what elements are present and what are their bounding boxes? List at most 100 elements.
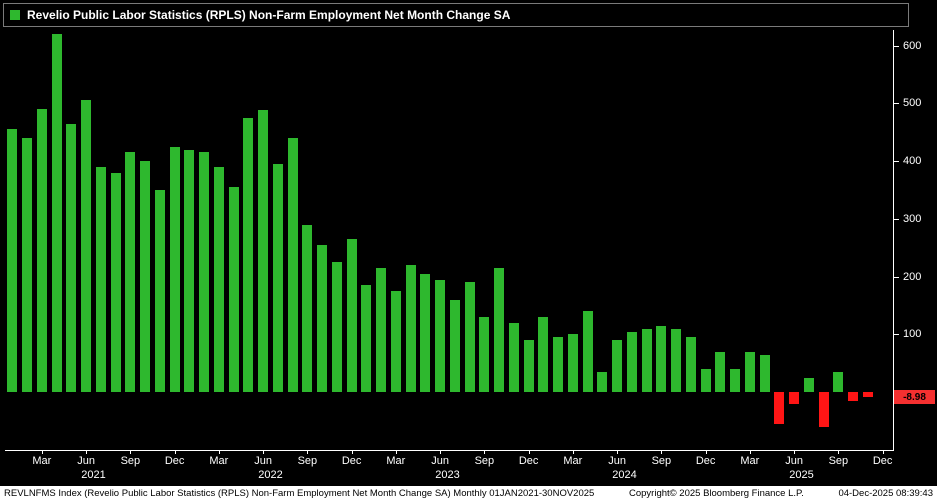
y-axis-tick xyxy=(893,276,899,278)
bar xyxy=(169,146,180,393)
x-tick-label: Sep xyxy=(651,455,672,467)
y-tick-label: 300 xyxy=(903,212,922,225)
x-tick-label: Mar xyxy=(563,455,583,467)
bar xyxy=(95,166,106,393)
bar xyxy=(243,117,254,393)
bar xyxy=(331,262,342,393)
x-axis-tick xyxy=(307,451,309,454)
bar xyxy=(272,164,283,393)
bar xyxy=(700,369,711,393)
bar xyxy=(36,109,47,393)
bar xyxy=(597,372,608,393)
x-axis-tick xyxy=(351,451,353,454)
bar xyxy=(435,279,446,393)
x-tick-label: Mar xyxy=(740,455,760,467)
x-axis-tick xyxy=(263,451,265,454)
x-tick-label: Sep xyxy=(120,455,141,467)
bar xyxy=(140,161,151,393)
status-bar: REVLNFMS Index (Revelio Public Labor Sta… xyxy=(0,486,937,501)
bar xyxy=(494,268,505,393)
legend-swatch xyxy=(10,10,20,20)
bar xyxy=(199,152,210,393)
y-axis-tick xyxy=(893,161,899,163)
x-axis-tick xyxy=(130,451,132,454)
x-axis-tick xyxy=(572,451,574,454)
bar xyxy=(361,285,372,393)
x-tick-label: Mar xyxy=(209,455,229,467)
x-axis-tick xyxy=(174,451,176,454)
bar xyxy=(833,372,844,393)
y-axis-tick xyxy=(893,45,899,47)
year-label: 2024 xyxy=(612,469,637,481)
bar xyxy=(346,239,357,393)
bar xyxy=(258,110,269,393)
bar xyxy=(744,351,755,393)
y-tick-label: 100 xyxy=(903,328,922,341)
bar xyxy=(376,268,387,393)
bar xyxy=(110,172,121,393)
legend-label: Revelio Public Labor Statistics (RPLS) N… xyxy=(27,8,511,22)
bar xyxy=(66,123,77,393)
bar xyxy=(818,392,829,427)
bar xyxy=(213,166,224,393)
bar xyxy=(7,129,18,393)
x-tick-label: Sep xyxy=(828,455,849,467)
footer-copyright: Copyright© 2025 Bloomberg Finance L.P. xyxy=(629,488,804,499)
bar xyxy=(641,328,652,393)
bar xyxy=(567,334,578,393)
bar xyxy=(479,317,490,393)
x-axis-tick xyxy=(705,451,707,454)
bar xyxy=(730,369,741,393)
x-tick-label: Dec xyxy=(872,455,893,467)
x-axis-tick xyxy=(86,451,88,454)
bar xyxy=(774,392,785,424)
bar xyxy=(464,282,475,393)
last-value-badge: -8.98 xyxy=(894,390,935,405)
bar xyxy=(508,322,519,393)
x-tick-label: Jun xyxy=(431,455,449,467)
bar xyxy=(671,328,682,393)
x-axis-tick xyxy=(617,451,619,454)
bar xyxy=(803,377,814,393)
bar xyxy=(848,392,859,401)
y-axis-tick xyxy=(893,103,899,105)
bar xyxy=(715,351,726,393)
bar xyxy=(184,149,195,393)
bar xyxy=(154,190,165,393)
y-axis-line xyxy=(893,30,894,451)
bar xyxy=(22,138,33,393)
bar xyxy=(405,265,416,393)
x-axis-tick xyxy=(41,451,43,454)
y-axis-tick xyxy=(893,334,899,336)
bar xyxy=(538,317,549,393)
bar xyxy=(862,392,873,398)
x-axis-tick xyxy=(218,451,220,454)
x-axis-tick xyxy=(484,451,486,454)
chart-plot-area[interactable] xyxy=(5,34,890,450)
bar xyxy=(789,392,800,404)
bar xyxy=(553,337,564,393)
year-label: 2021 xyxy=(81,469,106,481)
legend-box[interactable]: Revelio Public Labor Statistics (RPLS) N… xyxy=(3,3,909,27)
y-tick-label: 200 xyxy=(903,270,922,283)
bar xyxy=(449,299,460,393)
x-axis-tick xyxy=(661,451,663,454)
bar xyxy=(302,224,313,393)
x-axis-tick xyxy=(528,451,530,454)
y-tick-label: 600 xyxy=(903,39,922,52)
x-axis-tick xyxy=(838,451,840,454)
bar xyxy=(81,100,92,393)
x-axis-tick xyxy=(749,451,751,454)
bar xyxy=(420,273,431,393)
x-axis-line xyxy=(5,450,894,451)
footer-ticker-description: REVLNFMS Index (Revelio Public Labor Sta… xyxy=(4,488,595,499)
y-axis-tick xyxy=(893,218,899,220)
year-label: 2025 xyxy=(789,469,814,481)
bar xyxy=(228,187,239,393)
x-tick-label: Jun xyxy=(254,455,272,467)
x-axis-tick xyxy=(794,451,796,454)
x-tick-label: Sep xyxy=(474,455,495,467)
x-tick-label: Dec xyxy=(341,455,362,467)
x-tick-label: Mar xyxy=(386,455,406,467)
